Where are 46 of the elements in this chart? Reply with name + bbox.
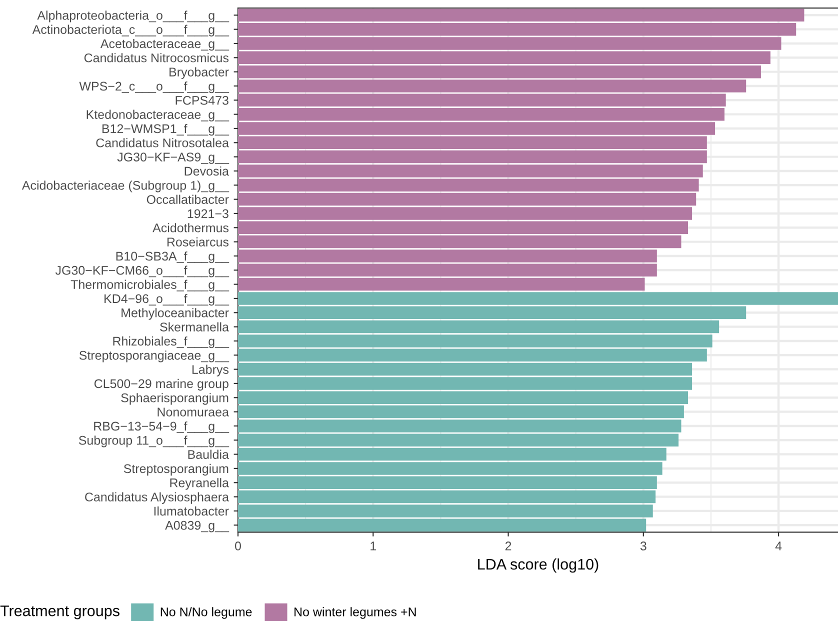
legend-label: No N/No legume (160, 607, 252, 619)
y-tick-label: Streptosporangium (124, 464, 228, 476)
y-tick-label: Thermomicrobiales_f___g__ (70, 280, 230, 292)
y-tick-label: FCPS473 (176, 96, 228, 105)
y-tick-label: Actinobacteriota_c___o___f___g__ (32, 24, 230, 36)
y-tick-label: JG30−KF−AS9_g__ (117, 152, 230, 164)
y-tick-label: Labrys (192, 364, 229, 376)
y-tick-label: CL500−29 marine group (94, 378, 228, 391)
x-tick-label: 0 (235, 542, 241, 550)
x-tick-label: 2 (505, 542, 512, 550)
y-tick-label: Candidatus Nitrosotalea (96, 138, 229, 148)
legend-label: No winter legumes +N (294, 607, 416, 619)
legend-title: Treatment groups (0, 606, 120, 620)
x-tick-label: 1 (370, 542, 376, 550)
y-tick-label: Roseiarcus (167, 237, 229, 246)
x-axis-title: LDA score (log10) (478, 558, 598, 573)
y-tick-label: Subgroup 11_o___f___g__ (78, 436, 230, 448)
y-tick-label: Devosia (184, 166, 229, 176)
y-tick-label: JG30−KF−CM66_o___f___g__ (55, 266, 230, 278)
y-tick-label: 1921−3 (188, 209, 228, 218)
y-tick-label: Skermanella (160, 322, 229, 332)
y-tick-label: Occallatibacter (146, 194, 229, 204)
y-tick-label: Alphaproteobacteria_o___f___g__ (37, 10, 230, 22)
y-tick-label: Acidothermus (152, 223, 229, 232)
y-tick-label: Rhizobiales_f___g__ (113, 336, 230, 348)
y-tick-label: Methyloceanibacter (122, 308, 229, 320)
y-tick-label: Acetobacteraceae_g__ (100, 38, 230, 51)
y-tick-label: Acidobacteriaceae (Subgroup 1)_g__ (22, 180, 230, 192)
y-tick-label: WPS−2_c___o___f___g__ (79, 81, 230, 94)
y-tick-label: Ktedonobacteraceae_g__ (86, 110, 230, 122)
y-tick-label: Nonomuraea (158, 408, 229, 416)
x-tick-label: 4 (775, 542, 782, 550)
y-tick-label: Candidatus Alysiosphaera (85, 492, 229, 504)
x-tick-label: 3 (640, 542, 646, 550)
y-tick-label: Bryobacter (170, 67, 229, 79)
y-tick-label: Streptosporangiaceae_g__ (79, 350, 230, 362)
y-tick-label: B12−WMSP1_f___g__ (102, 124, 230, 136)
y-tick-label: KD4−96_o___f___g__ (104, 294, 230, 306)
y-tick-label: Reyranella (170, 478, 229, 490)
y-tick-label: Ilumatobacter (154, 506, 229, 516)
y-tick-label: Bauldia (188, 450, 229, 459)
y-tick-label: Sphaerisporangium (121, 393, 228, 405)
y-tick-label: B10−SB3A_f___g__ (116, 251, 230, 264)
y-tick-label: A0839_g__ (165, 520, 230, 532)
y-tick-label: Candidatus Nitrocosmicus (84, 53, 229, 62)
y-tick-label: RBG−13−54−9_f___g__ (94, 421, 230, 434)
